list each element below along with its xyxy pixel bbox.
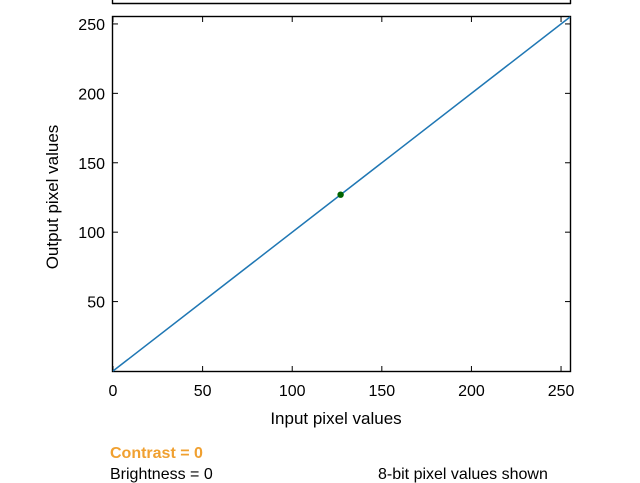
x-tick-label: 50 <box>194 383 212 400</box>
upper-panel-edge <box>111 0 572 5</box>
axis-ticks <box>112 17 570 371</box>
brightness-readout: Brightness = 0 <box>110 466 213 483</box>
y-axis-label: Output pixel values <box>43 125 62 270</box>
x-axis-label: Input pixel values <box>270 409 401 428</box>
pixel-values-note: 8-bit pixel values shown <box>378 466 548 483</box>
y-tick-label: 50 <box>87 295 105 312</box>
y-tick-label: 150 <box>78 156 105 173</box>
plot-frame <box>111 15 572 373</box>
x-tick-label: 150 <box>368 383 395 400</box>
x-tick-label: 100 <box>279 383 306 400</box>
x-tick-label: 0 <box>109 383 118 400</box>
x-tick-label: 200 <box>458 383 485 400</box>
points-layer <box>337 191 344 198</box>
tick-labels: 0 50 100 150 200 250 50 100 150 200 250 <box>78 17 574 400</box>
y-tick-label: 100 <box>78 225 105 242</box>
marker-point <box>337 191 344 198</box>
x-tick-label: 250 <box>548 383 575 400</box>
y-tick-label: 250 <box>78 17 105 34</box>
contrast-readout: Contrast = 0 <box>110 445 203 462</box>
y-tick-label: 200 <box>78 86 105 103</box>
